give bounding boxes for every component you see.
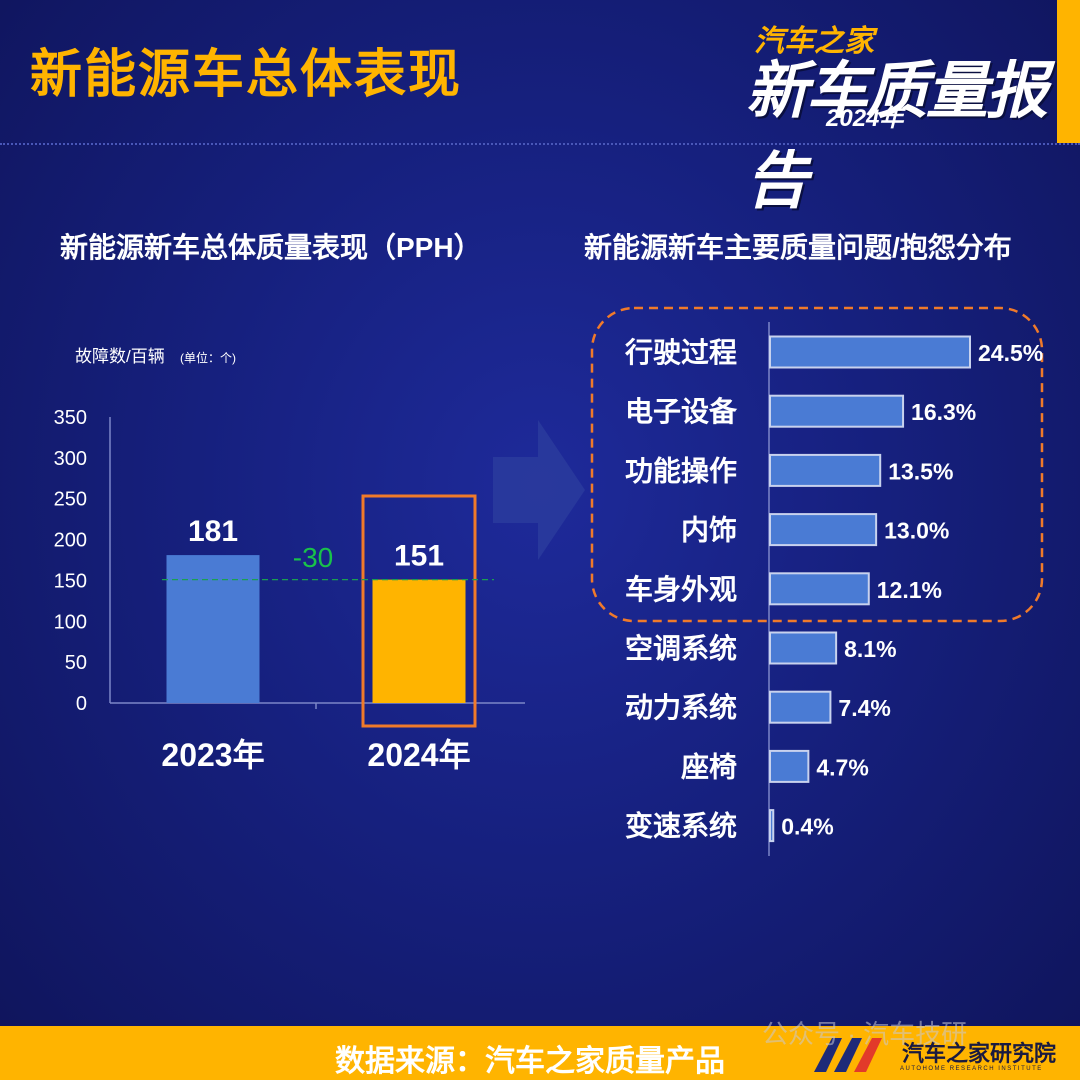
arrow-icon xyxy=(493,420,585,560)
category-label: 动力系统 xyxy=(625,691,737,723)
bar-1 xyxy=(769,335,971,369)
highlight-box xyxy=(361,494,477,728)
bar-7 xyxy=(769,690,832,724)
y-tick-label: 250 xyxy=(54,489,87,511)
pph-bar-chart: 故障数/百辆 (单位：个) 0 50 100 150 200 250 300 350 181 2… xyxy=(54,347,525,773)
bar-3 xyxy=(769,453,882,487)
bar-value-label: 16.3% xyxy=(911,399,976,425)
report-logo: 汽车之家 新车质量报告 2024年 xyxy=(740,10,1050,216)
category-label: 电子设备 xyxy=(625,396,738,427)
x-category-label: 2023年 xyxy=(161,737,264,773)
bar-value-label: 151 xyxy=(394,540,444,573)
top5-highlight-box xyxy=(590,306,1044,623)
bar-8 xyxy=(769,749,810,783)
bar-value-label: 181 xyxy=(188,515,238,548)
y-tick-label: 0 xyxy=(76,693,87,715)
institute-logo-icon xyxy=(814,1038,882,1072)
bar-6 xyxy=(769,631,838,665)
header-divider xyxy=(0,143,1080,145)
logo-year: 2024年 xyxy=(826,105,904,132)
y-tick-label: 300 xyxy=(54,448,87,470)
footer-bar: 数据来源：汽车之家质量产品 汽车之家研究院 AUTOHOME RESEARCH … xyxy=(0,1026,1080,1080)
bar-value-label: 12.1% xyxy=(877,577,942,603)
category-label: 车身外观 xyxy=(625,573,737,605)
delta-label: -30 xyxy=(293,542,333,573)
y-tick-label: 200 xyxy=(54,530,87,552)
bar-value-label: 7.4% xyxy=(838,695,890,721)
header-accent-bar xyxy=(1057,0,1080,143)
logo-brand: 汽车之家 xyxy=(754,25,874,58)
data-source: 数据来源：汽车之家质量产品 xyxy=(335,1045,725,1078)
category-label: 变速系统 xyxy=(625,810,737,842)
category-label: 行驶过程 xyxy=(624,336,737,368)
x-category-label: 2024年 xyxy=(367,737,470,773)
bar-value-label: 13.5% xyxy=(888,458,953,484)
bar-5 xyxy=(769,572,870,606)
y-tick-label: 100 xyxy=(54,611,87,633)
institute-name-en: AUTOHOME RESEARCH INSTITUTE xyxy=(900,1066,1043,1072)
issue-distribution-chart: 行驶过程 24.5% 电子设备 16.3% 功能操作 13.5% 内饰 13.0% 车身外观 12… xyxy=(590,306,1044,856)
y-tick-label: 150 xyxy=(54,570,87,592)
bar-4 xyxy=(769,513,878,547)
bar-value-label: 0.4% xyxy=(781,814,833,840)
right-chart-title: 新能源新车主要质量问题/抱怨分布 xyxy=(584,232,1012,263)
bar-2 xyxy=(372,579,466,703)
bar-1 xyxy=(166,555,260,703)
watermark: 公众号 · 汽车技研 xyxy=(762,1019,968,1049)
category-label: 内饰 xyxy=(681,515,737,546)
bar-value-label: 8.1% xyxy=(844,636,896,662)
bar-value-label: 13.0% xyxy=(884,518,949,544)
y-axis-label: 故障数/百辆 xyxy=(75,347,165,366)
bar-value-label: 24.5% xyxy=(978,340,1043,366)
bar-2 xyxy=(769,394,905,428)
bar-9 xyxy=(769,809,775,843)
logo-title: 新车质量报告 xyxy=(746,57,1048,216)
left-chart-title: 新能源新车总体质量表现（PPH） xyxy=(60,232,482,263)
category-label: 空调系统 xyxy=(625,632,737,664)
bar-value-label: 4.7% xyxy=(816,754,868,780)
page-title: 新能源车总体表现 xyxy=(30,46,463,104)
y-tick-label: 350 xyxy=(54,407,87,429)
category-label: 座椅 xyxy=(681,750,737,782)
y-axis-unit: (单位：个) xyxy=(180,350,236,365)
institute-name: 汽车之家研究院 xyxy=(902,1041,1057,1066)
category-label: 功能操作 xyxy=(625,455,737,486)
y-tick-label: 50 xyxy=(65,652,87,674)
